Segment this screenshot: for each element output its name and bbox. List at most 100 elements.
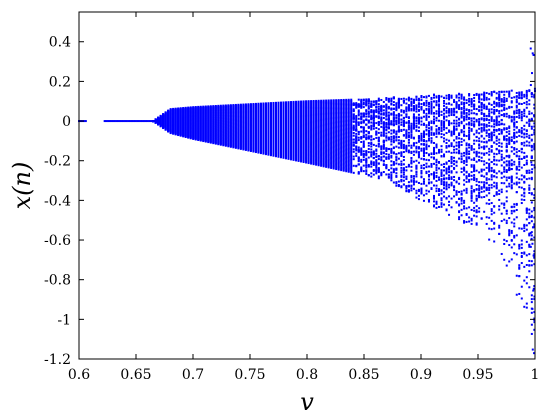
scatter-point <box>227 104 230 107</box>
scatter-point <box>385 136 388 139</box>
scatter-point <box>302 118 305 121</box>
scatter-point <box>337 139 340 142</box>
scatter-point <box>335 133 338 136</box>
scatter-point <box>285 117 288 120</box>
scatter-point <box>305 125 308 128</box>
scatter-point <box>305 121 308 124</box>
scatter-point <box>327 111 330 114</box>
scatter-point <box>320 121 323 124</box>
scatter-point <box>335 132 338 135</box>
scatter-point <box>315 122 318 125</box>
scatter-point <box>307 129 310 132</box>
scatter-point <box>305 129 308 132</box>
scatter-point <box>327 99 330 102</box>
scatter-point <box>317 124 320 127</box>
scatter-point <box>282 130 285 133</box>
scatter-point <box>330 100 333 103</box>
scatter-point <box>337 114 340 117</box>
scatter-point <box>312 150 315 153</box>
scatter-point <box>295 145 298 148</box>
scatter-point <box>357 117 360 120</box>
scatter-point <box>325 124 328 127</box>
scatter-point <box>297 121 300 124</box>
scatter-point <box>335 127 338 130</box>
scatter-point <box>297 155 300 158</box>
scatter-point <box>372 143 375 146</box>
scatter-point <box>282 151 285 154</box>
scatter-point <box>295 113 298 116</box>
scatter-point <box>317 123 320 126</box>
scatter-point <box>320 116 323 119</box>
scatter-point <box>312 160 315 163</box>
scatter-point <box>292 119 295 122</box>
scatter-point <box>372 162 375 165</box>
scatter-point <box>342 102 345 105</box>
scatter-point <box>347 120 350 123</box>
scatter-point <box>327 162 330 165</box>
scatter-point <box>347 116 350 119</box>
scatter-point <box>302 121 305 124</box>
scatter-point <box>290 154 293 157</box>
scatter-point <box>345 139 348 142</box>
scatter-point <box>295 137 298 140</box>
scatter-point <box>352 114 355 117</box>
scatter-point <box>345 126 348 129</box>
scatter-point <box>277 133 280 136</box>
scatter-point <box>372 103 375 106</box>
scatter-point <box>322 111 325 114</box>
scatter-point <box>340 112 343 115</box>
scatter-point <box>300 120 303 123</box>
scatter-point <box>352 113 355 116</box>
scatter-point <box>292 143 295 146</box>
scatter-point <box>355 116 358 119</box>
scatter-point <box>292 102 295 105</box>
scatter-point <box>337 155 340 158</box>
scatter-point <box>307 116 310 119</box>
scatter-point <box>327 149 330 152</box>
scatter-point <box>350 109 353 112</box>
scatter-point <box>350 164 353 167</box>
scatter-point <box>377 143 380 146</box>
scatter-point <box>335 103 338 106</box>
scatter-point <box>360 103 363 106</box>
scatter-point <box>357 98 360 101</box>
scatter-point <box>347 157 350 160</box>
scatter-point <box>382 139 385 142</box>
scatter-point <box>375 160 378 163</box>
scatter-point <box>280 155 283 158</box>
scatter-point <box>335 164 338 167</box>
scatter-point <box>347 152 350 155</box>
scatter-point <box>290 156 293 159</box>
scatter-point <box>320 109 323 112</box>
scatter-point <box>382 147 385 150</box>
scatter-point <box>312 105 315 108</box>
scatter-point <box>285 132 288 135</box>
scatter-point <box>325 143 328 146</box>
scatter-point <box>305 135 308 138</box>
scatter-point <box>342 140 345 143</box>
scatter-point <box>295 159 298 162</box>
scatter-point <box>295 112 298 115</box>
scatter-point <box>372 114 375 117</box>
scatter-point <box>335 154 338 157</box>
scatter-point <box>315 143 318 146</box>
scatter-point <box>340 150 343 153</box>
scatter-point <box>347 117 350 120</box>
scatter-point <box>330 144 333 147</box>
scatter-point <box>315 156 318 159</box>
scatter-point <box>365 130 368 133</box>
scatter-point <box>385 165 388 168</box>
scatter-point <box>307 142 310 145</box>
scatter-point <box>332 100 335 103</box>
scatter-point <box>332 114 335 117</box>
scatter-point <box>280 130 283 133</box>
scatter-point <box>362 153 365 156</box>
scatter-point <box>345 101 348 104</box>
scatter-point <box>332 108 335 111</box>
scatter-point <box>325 121 328 124</box>
scatter-point <box>342 125 345 128</box>
scatter-point <box>360 137 363 140</box>
scatter-point <box>285 129 288 132</box>
scatter-point <box>375 101 378 104</box>
scatter-point <box>332 118 335 121</box>
